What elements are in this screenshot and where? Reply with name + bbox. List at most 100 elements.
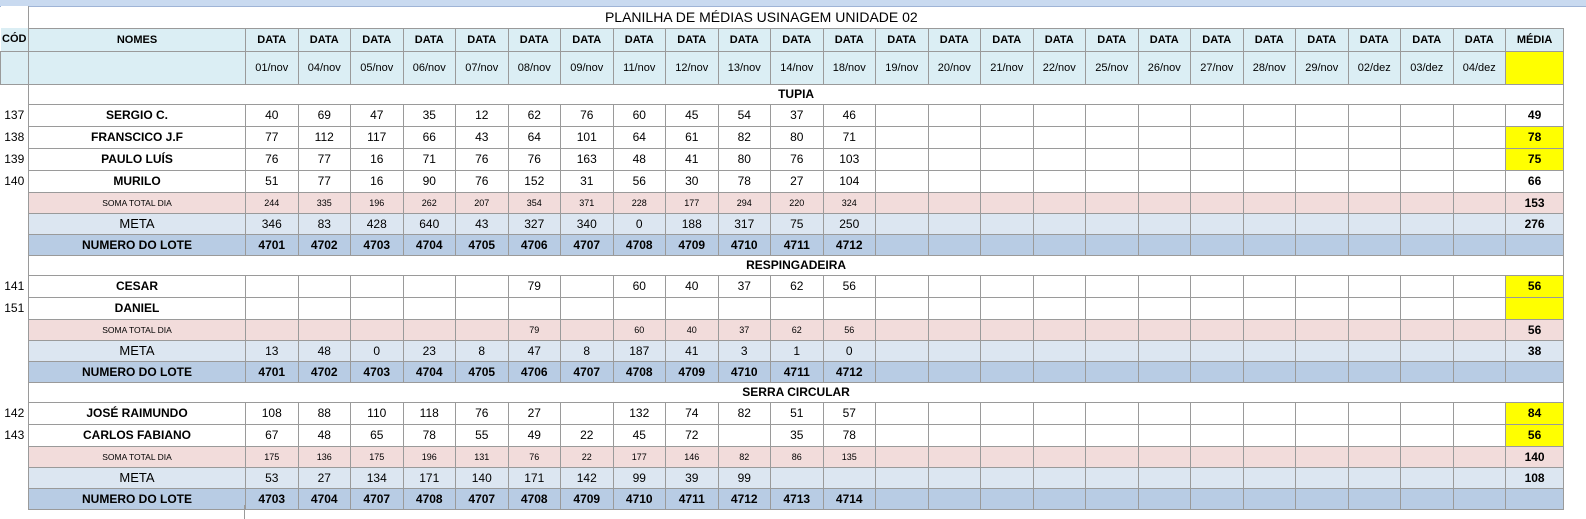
- value-cell[interactable]: [927, 147, 981, 171]
- value-cell[interactable]: 110: [350, 401, 404, 425]
- lote-value-cell[interactable]: [1085, 233, 1139, 256]
- data-header[interactable]: DATA: [1347, 27, 1401, 52]
- value-cell[interactable]: [1032, 147, 1086, 171]
- value-cell[interactable]: [350, 274, 404, 298]
- value-cell[interactable]: [1295, 401, 1349, 425]
- data-header[interactable]: DATA: [770, 27, 824, 52]
- lote-value-cell[interactable]: [1242, 233, 1296, 256]
- soma-value-cell[interactable]: [1400, 191, 1454, 214]
- soma-value-cell[interactable]: [1452, 318, 1506, 341]
- soma-value-cell[interactable]: [1347, 445, 1401, 468]
- value-cell[interactable]: 76: [455, 401, 509, 425]
- value-cell[interactable]: 60: [612, 103, 666, 127]
- soma-value-cell[interactable]: [1190, 445, 1244, 468]
- meta-value-cell[interactable]: [1137, 212, 1191, 235]
- soma-value-cell[interactable]: 177: [665, 191, 719, 214]
- lote-value-cell[interactable]: 4712: [822, 233, 876, 256]
- value-cell[interactable]: 101: [560, 125, 614, 149]
- value-cell[interactable]: 163: [560, 147, 614, 171]
- value-cell[interactable]: [875, 274, 929, 298]
- value-cell[interactable]: [875, 423, 929, 447]
- soma-value-cell[interactable]: 175: [245, 445, 299, 468]
- value-cell[interactable]: 27: [507, 401, 561, 425]
- data-header[interactable]: DATA: [560, 27, 614, 52]
- value-cell[interactable]: [980, 274, 1034, 298]
- value-cell[interactable]: [1085, 401, 1139, 425]
- date-cell[interactable]: 04/dez: [1452, 50, 1506, 85]
- value-cell[interactable]: [1400, 169, 1454, 193]
- data-header[interactable]: DATA: [245, 27, 299, 52]
- value-cell[interactable]: 56: [822, 274, 876, 298]
- value-cell[interactable]: [1242, 147, 1296, 171]
- meta-value-cell[interactable]: [1295, 466, 1349, 489]
- soma-value-cell[interactable]: [1295, 318, 1349, 341]
- soma-value-cell[interactable]: 22: [560, 445, 614, 468]
- meta-value-cell[interactable]: [1400, 466, 1454, 489]
- value-cell[interactable]: [1032, 274, 1086, 298]
- meta-value-cell[interactable]: 250: [822, 212, 876, 235]
- meta-value-cell[interactable]: 99: [717, 466, 771, 489]
- soma-media-cell[interactable]: 140: [1504, 445, 1565, 468]
- value-cell[interactable]: [1242, 274, 1296, 298]
- value-cell[interactable]: [1347, 423, 1401, 447]
- value-cell[interactable]: [1032, 169, 1086, 193]
- value-cell[interactable]: [1032, 423, 1086, 447]
- media-cell[interactable]: 78: [1504, 125, 1565, 149]
- lote-value-cell[interactable]: 4712: [717, 487, 771, 510]
- value-cell[interactable]: [875, 296, 929, 320]
- lote-value-cell[interactable]: [1347, 487, 1401, 510]
- soma-value-cell[interactable]: [875, 445, 929, 468]
- soma-value-cell[interactable]: 40: [665, 318, 719, 341]
- soma-value-cell[interactable]: [1347, 318, 1401, 341]
- value-cell[interactable]: 72: [665, 423, 719, 447]
- meta-value-cell[interactable]: [1032, 339, 1086, 362]
- employee-name[interactable]: DANIEL: [28, 296, 246, 320]
- lote-value-cell[interactable]: [1190, 360, 1244, 383]
- soma-value-cell[interactable]: [1032, 318, 1086, 341]
- meta-value-cell[interactable]: 346: [245, 212, 299, 235]
- value-cell[interactable]: 46: [822, 103, 876, 127]
- value-cell[interactable]: 57: [822, 401, 876, 425]
- lote-value-cell[interactable]: 4704: [297, 487, 351, 510]
- lote-value-cell[interactable]: [1295, 233, 1349, 256]
- soma-value-cell[interactable]: [350, 318, 404, 341]
- data-header[interactable]: DATA: [1295, 27, 1349, 52]
- meta-value-cell[interactable]: 23: [402, 339, 456, 362]
- value-cell[interactable]: [1452, 401, 1506, 425]
- date-cell[interactable]: 12/nov: [665, 50, 719, 85]
- meta-value-cell[interactable]: 187: [612, 339, 666, 362]
- date-cell[interactable]: 09/nov: [560, 50, 614, 85]
- value-cell[interactable]: [297, 296, 351, 320]
- value-cell[interactable]: [560, 274, 614, 298]
- lote-value-cell[interactable]: [927, 360, 981, 383]
- value-cell[interactable]: [297, 274, 351, 298]
- meta-value-cell[interactable]: 48: [297, 339, 351, 362]
- lote-value-cell[interactable]: 4710: [717, 360, 771, 383]
- value-cell[interactable]: [927, 423, 981, 447]
- value-cell[interactable]: 35: [402, 103, 456, 127]
- value-cell[interactable]: 104: [822, 169, 876, 193]
- meta-value-cell[interactable]: [1137, 339, 1191, 362]
- value-cell[interactable]: [875, 125, 929, 149]
- soma-value-cell[interactable]: 60: [612, 318, 666, 341]
- date-cell[interactable]: 08/nov: [507, 50, 561, 85]
- value-cell[interactable]: [875, 147, 929, 171]
- value-cell[interactable]: [455, 296, 509, 320]
- value-cell[interactable]: 62: [507, 103, 561, 127]
- date-cell[interactable]: 04/nov: [297, 50, 351, 85]
- lote-value-cell[interactable]: [980, 487, 1034, 510]
- lote-value-cell[interactable]: [875, 233, 929, 256]
- value-cell[interactable]: 41: [665, 147, 719, 171]
- lote-value-cell[interactable]: [1242, 487, 1296, 510]
- soma-value-cell[interactable]: [1400, 445, 1454, 468]
- lote-value-cell[interactable]: 4709: [665, 233, 719, 256]
- value-cell[interactable]: [560, 296, 614, 320]
- value-cell[interactable]: 64: [612, 125, 666, 149]
- media-cell[interactable]: 84: [1504, 401, 1565, 425]
- value-cell[interactable]: [1137, 296, 1191, 320]
- value-cell[interactable]: 76: [507, 147, 561, 171]
- value-cell[interactable]: 132: [612, 401, 666, 425]
- meta-value-cell[interactable]: [1452, 212, 1506, 235]
- soma-value-cell[interactable]: 86: [770, 445, 824, 468]
- value-cell[interactable]: [1242, 401, 1296, 425]
